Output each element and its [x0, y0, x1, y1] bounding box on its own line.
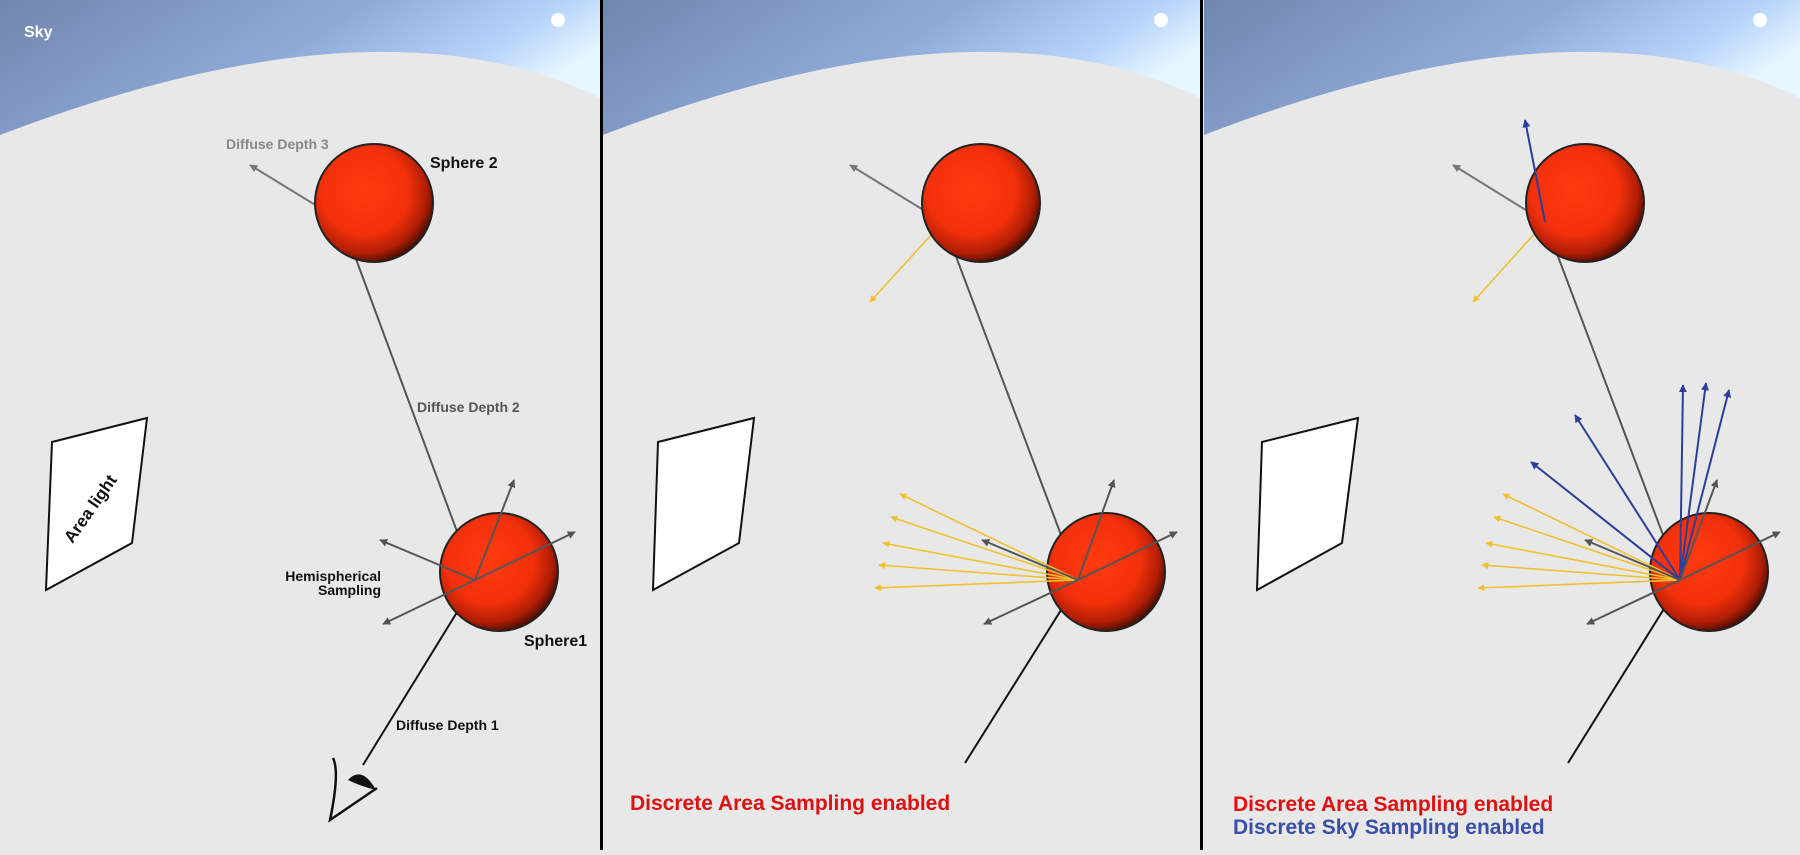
caption-area-sampling: Discrete Area Sampling enabled [630, 792, 950, 815]
panel-divider [1200, 0, 1203, 850]
caption-sky-sampling: Discrete Sky Sampling enabled [1233, 816, 1545, 839]
area-light-panel [44, 416, 149, 592]
caption-area-sampling: Discrete Area Sampling enabled [1233, 793, 1553, 816]
camera-ray [964, 582, 1079, 764]
sphere-2 [1525, 143, 1645, 263]
panel-divider [600, 0, 603, 850]
hemi-sample-ray [1679, 479, 1719, 581]
sphere-2-label: Sphere 2 [430, 155, 498, 172]
diffuse-depth-2-label: Diffuse Depth 2 [417, 399, 520, 415]
hemi-sample-ray [1584, 539, 1681, 581]
area-sample-ray [1472, 221, 1546, 303]
sky-sample-rays [1530, 382, 1732, 581]
hemi-sample-ray [379, 539, 476, 581]
bounce-ray [1543, 221, 1681, 581]
hemi-sample-ray [474, 479, 516, 581]
hemispherical-label-line2: Sampling [318, 582, 381, 598]
sky-area [0, 0, 600, 135]
eye-icon [328, 757, 378, 823]
panel-2: Discrete Area Sampling enabled [603, 0, 1200, 850]
ray-diffuse-depth-2 [341, 223, 476, 581]
hemi-sample-ray [1586, 579, 1681, 625]
area-light: Area light [44, 416, 149, 592]
area-light-panel [1255, 416, 1360, 592]
panel-background [1204, 0, 1800, 850]
sky-area [603, 0, 1200, 135]
sphere-1 [439, 512, 559, 632]
hemi-sample-ray [1077, 531, 1178, 581]
panel-background [0, 0, 600, 850]
sphere-1-label: Sphere1 [524, 633, 587, 650]
hemi-sample-ray [474, 531, 576, 581]
sphere-2 [921, 143, 1041, 263]
hemi-sample-ray [981, 539, 1079, 581]
area-light-panel [651, 416, 756, 592]
area-sample-rays [874, 493, 1079, 592]
sky-label: Sky [24, 24, 53, 41]
panel-1: Sky Area light Diffuse Depth 3 Sphere 2 … [0, 0, 600, 850]
diffuse-depth-3-label: Diffuse Depth 3 [226, 136, 329, 152]
hemi-sample-ray [983, 579, 1079, 625]
sun-icon [1154, 13, 1168, 27]
camera-ray [1567, 582, 1681, 764]
hemi-sample-ray [382, 579, 476, 625]
hemispherical-label-line1: Hemispherical [285, 568, 381, 584]
area-sample-rays [1477, 493, 1681, 592]
sun-icon [1753, 13, 1767, 27]
diffuse-depth-1-label: Diffuse Depth 1 [396, 717, 499, 733]
sun-icon [551, 13, 565, 27]
sphere-1 [1046, 512, 1166, 632]
hemi-sample-ray [1077, 479, 1116, 581]
bounce-ray [941, 221, 1079, 581]
sphere-1 [1649, 512, 1769, 632]
sphere-2 [314, 143, 434, 263]
panel-3: Discrete Area Sampling enabled Discrete … [1204, 0, 1800, 850]
sky-area [1204, 0, 1800, 135]
sky-sample-ray [1522, 119, 1546, 223]
panel-background [603, 0, 1200, 850]
hemi-sample-ray [1679, 531, 1781, 581]
